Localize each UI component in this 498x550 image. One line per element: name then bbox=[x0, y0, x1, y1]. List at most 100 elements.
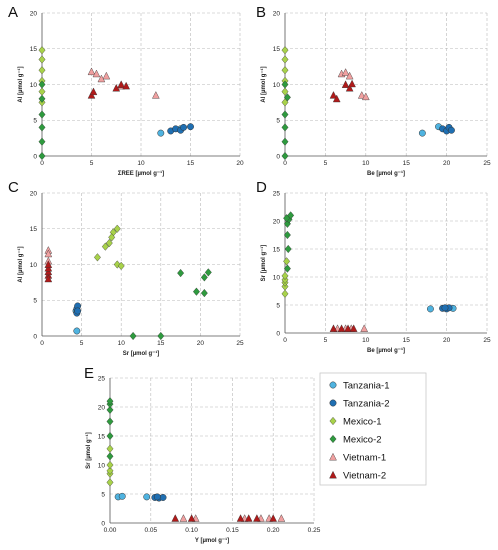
series-tanzania-2 bbox=[73, 302, 82, 317]
data-point bbox=[281, 137, 289, 146]
data-point bbox=[152, 91, 160, 99]
plots-layer: 0 5 10 15 20 0 5 10 15 20 ΣREE [µmol g⁻¹] Al [µmol … bbox=[17, 10, 491, 544]
y-tick-label: 0 bbox=[33, 153, 37, 160]
data-point bbox=[87, 67, 96, 76]
panel-letter-c: C bbox=[8, 179, 19, 196]
data-point bbox=[38, 46, 46, 55]
data-point bbox=[329, 324, 338, 332]
series-mexico-2 bbox=[129, 268, 212, 341]
y-axis-label: Al [µmol g⁻¹] bbox=[17, 246, 24, 282]
x-tick-label: 20 bbox=[443, 160, 451, 167]
x-tick-label: 15 bbox=[157, 340, 165, 347]
series-vietnam-2 bbox=[87, 80, 130, 99]
y-tick-label: 5 bbox=[276, 302, 280, 309]
data-point bbox=[108, 233, 116, 242]
data-point bbox=[180, 123, 188, 131]
data-point bbox=[159, 494, 167, 501]
data-point bbox=[117, 261, 125, 271]
data-point bbox=[105, 238, 113, 248]
series-vietnam-1 bbox=[337, 68, 370, 101]
data-point bbox=[283, 230, 291, 240]
legend-items: Tanzania-1 Tanzania-2 Mexico-1 Mexico-2 Viet… bbox=[329, 381, 389, 482]
x-tick-label: 0.20 bbox=[267, 527, 280, 534]
x-tick-label: 0.15 bbox=[226, 527, 239, 534]
y-tick-label: 0 bbox=[276, 330, 280, 337]
y-tick-label: 5 bbox=[101, 491, 105, 498]
data-point bbox=[244, 514, 253, 522]
data-point bbox=[269, 514, 278, 522]
panel-letter-e: E bbox=[84, 365, 94, 382]
legend: Tanzania-1 Tanzania-2 Mexico-1 Mexico-2 Viet… bbox=[319, 372, 427, 486]
y-tick-label: 0 bbox=[101, 520, 105, 527]
series-tanzania-2 bbox=[151, 493, 167, 502]
data-point bbox=[200, 273, 208, 282]
data-point bbox=[341, 68, 350, 76]
data-point bbox=[38, 55, 46, 64]
data-point bbox=[281, 87, 289, 96]
data-point bbox=[277, 514, 286, 522]
y-tick-label: 20 bbox=[30, 190, 38, 197]
y-tick-label: 10 bbox=[98, 462, 106, 469]
data-point bbox=[143, 493, 151, 501]
data-point bbox=[281, 110, 289, 119]
y-tick-label: 10 bbox=[30, 82, 38, 89]
x-axis-label: Be [µmol g⁻¹] bbox=[367, 170, 405, 177]
y-tick-label: 15 bbox=[273, 46, 281, 53]
data-point bbox=[332, 94, 341, 103]
data-point bbox=[281, 46, 289, 55]
x-tick-label: 10 bbox=[362, 337, 370, 344]
y-axis-label: Al [µmol g⁻¹] bbox=[17, 66, 24, 102]
data-point bbox=[38, 110, 46, 119]
panel-letter-d: D bbox=[256, 179, 267, 196]
panel-letter-a: A bbox=[8, 4, 18, 21]
data-point bbox=[344, 324, 352, 332]
legend-marker-tanzania-1 bbox=[329, 381, 337, 389]
x-tick-label: 15 bbox=[403, 337, 411, 344]
x-tick-label: 5 bbox=[80, 340, 84, 347]
panel-letter-b: B bbox=[256, 4, 266, 21]
series-mexico-1 bbox=[281, 257, 291, 298]
data-point bbox=[97, 74, 106, 83]
data-point bbox=[447, 126, 455, 134]
data-point bbox=[287, 211, 295, 220]
legend-label-mexico-1: Mexico-1 bbox=[343, 417, 382, 428]
y-tick-label: 20 bbox=[273, 218, 281, 225]
y-tick-label: 10 bbox=[30, 262, 38, 269]
data-point bbox=[157, 331, 165, 341]
x-tick-label: 0 bbox=[283, 160, 287, 167]
data-point bbox=[106, 452, 114, 461]
series-mexico-1 bbox=[106, 444, 114, 487]
panel-b: 0 5 10 15 20 25 0 5 10 15 20 Be [µmol g⁻¹] Al [µmol … bbox=[260, 10, 491, 177]
series-vietnam-1 bbox=[44, 246, 53, 265]
y-axis-label: Sr [µmol g⁻¹] bbox=[85, 432, 92, 469]
data-point bbox=[283, 264, 291, 273]
x-tick-label: 10 bbox=[137, 160, 145, 167]
x-tick-label: 15 bbox=[403, 160, 411, 167]
data-point bbox=[283, 257, 291, 266]
data-point bbox=[101, 242, 109, 251]
data-point bbox=[187, 123, 194, 131]
data-point bbox=[341, 80, 350, 88]
series-vietnam-2 bbox=[171, 514, 278, 522]
series-tanzania-2 bbox=[439, 304, 453, 313]
x-tick-label: 10 bbox=[118, 340, 126, 347]
data-point bbox=[157, 129, 165, 137]
y-tick-label: 15 bbox=[273, 246, 281, 253]
panel-a: 0 5 10 15 20 0 5 10 15 20 ΣREE [µmol g⁻¹] Al [µmol … bbox=[17, 10, 244, 177]
y-axis-label: Sr [µmol g⁻¹] bbox=[260, 245, 267, 282]
data-point bbox=[177, 268, 185, 278]
data-point bbox=[426, 305, 434, 313]
x-tick-label: 20 bbox=[236, 160, 244, 167]
data-point bbox=[117, 80, 126, 88]
series-tanzania-2 bbox=[167, 123, 194, 135]
data-point bbox=[113, 224, 121, 233]
x-tick-label: 20 bbox=[443, 337, 451, 344]
x-axis-label: Be [µmol g⁻¹] bbox=[367, 347, 405, 354]
series-mexico-2 bbox=[281, 80, 291, 161]
data-point bbox=[283, 214, 291, 223]
data-point bbox=[281, 151, 289, 161]
data-point bbox=[204, 268, 212, 277]
series-tanzania-1 bbox=[114, 492, 151, 501]
series-mexico-2 bbox=[283, 211, 295, 273]
